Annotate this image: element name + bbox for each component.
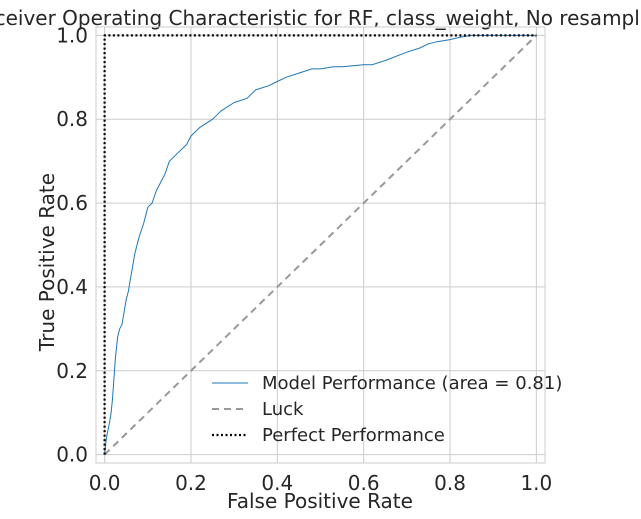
x-tick-label: 0.4 <box>261 471 293 495</box>
y-tick-label: 0.4 <box>56 275 88 299</box>
y-tick-label: 1.0 <box>56 23 88 47</box>
y-tick-label: 0.2 <box>56 359 88 383</box>
series-line-0 <box>104 34 537 455</box>
y-tick-label: 0.0 <box>56 443 88 467</box>
legend-label-2: Perfect Performance <box>262 425 445 446</box>
plot-frame <box>95 26 546 464</box>
y-tick-label: 0.6 <box>56 191 88 215</box>
x-axis-label: False Positive Rate <box>227 489 413 513</box>
x-tick-label: 0.0 <box>89 471 121 495</box>
legend-label-1: Luck <box>262 399 304 420</box>
series-line-2 <box>103 34 537 455</box>
tick-labels: 0.0 0.2 0.4 0.6 0.8 1.0 0.0 0.2 0.4 0.6 0.8 1.0 <box>56 23 552 495</box>
x-tick-label: 1.0 <box>520 471 552 495</box>
grid <box>96 27 545 463</box>
series-line-1 <box>103 34 538 456</box>
x-tick-label: 0.2 <box>175 471 207 495</box>
series-layer <box>103 34 538 456</box>
y-axis-label: True Positive Rate <box>35 173 59 352</box>
x-tick-label: 0.6 <box>348 471 380 495</box>
legend-label-0: Model Performance (area = 0.81) <box>262 373 562 394</box>
chart-title: Receiver Operating Characteristic for RF… <box>0 6 641 30</box>
y-tick-label: 0.8 <box>56 107 88 131</box>
x-tick-label: 0.8 <box>434 471 466 495</box>
legend: Model Performance (area = 0.81) Luck Perfe… <box>212 373 562 446</box>
